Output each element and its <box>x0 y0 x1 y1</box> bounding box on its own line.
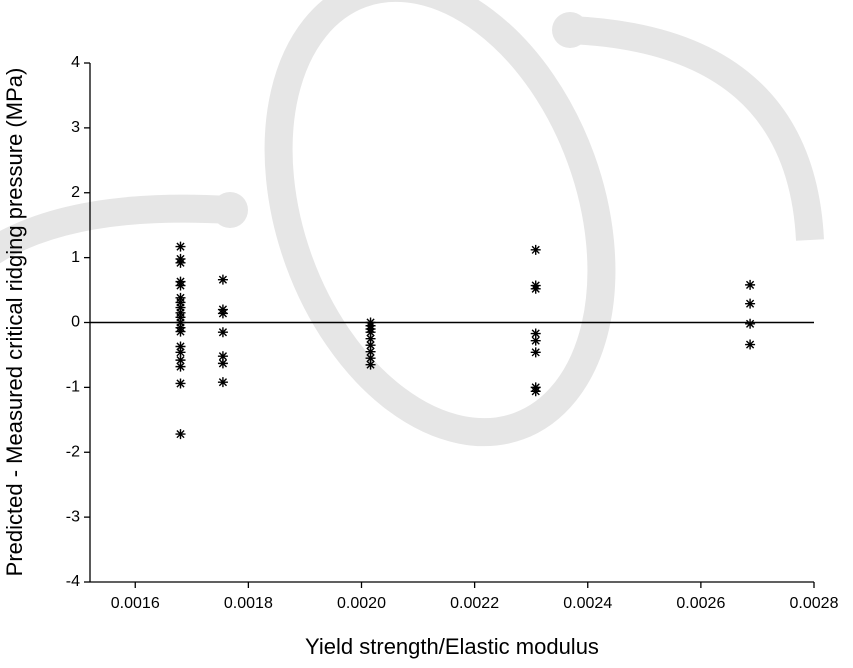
point <box>530 347 541 358</box>
y-tick-label: 1 <box>71 249 80 266</box>
watermark-dot <box>552 12 588 48</box>
y-tick-label: 2 <box>71 184 80 201</box>
point <box>175 280 186 291</box>
point <box>365 333 376 344</box>
point <box>217 351 228 362</box>
y-tick-label: 3 <box>71 119 80 136</box>
y-tick-label: -3 <box>66 508 80 525</box>
x-tick-label: 0.0020 <box>337 595 386 612</box>
x-tick-label: 0.0026 <box>676 595 725 612</box>
x-tick-label: 0.0024 <box>563 595 612 612</box>
point <box>175 302 186 313</box>
point <box>365 340 376 351</box>
point <box>217 358 228 369</box>
point <box>530 386 541 397</box>
point <box>530 335 541 346</box>
point <box>175 297 186 308</box>
point <box>530 283 541 294</box>
point <box>745 298 756 309</box>
x-tick-label: 0.0016 <box>111 595 160 612</box>
point <box>217 308 228 319</box>
y-tick-label: -2 <box>66 443 80 460</box>
point <box>175 317 186 328</box>
x-tick-label: 0.0018 <box>224 595 273 612</box>
point <box>175 355 186 366</box>
point <box>175 341 186 352</box>
point <box>530 244 541 255</box>
watermark-dot <box>212 192 248 228</box>
x-tick-label: 0.0028 <box>790 595 839 612</box>
point <box>175 257 186 268</box>
point <box>175 241 186 252</box>
point <box>530 328 541 339</box>
point <box>365 327 376 338</box>
y-tick-label: -4 <box>66 573 80 590</box>
point <box>217 327 228 338</box>
y-tick-label: 0 <box>71 314 80 331</box>
point <box>175 347 186 358</box>
point <box>217 274 228 285</box>
point <box>365 353 376 364</box>
point <box>365 346 376 357</box>
x-tick-label: 0.0022 <box>450 595 499 612</box>
point <box>175 378 186 389</box>
point <box>175 312 186 323</box>
y-axis-title: Predicted - Measured critical ridging pr… <box>2 68 27 577</box>
x-axis-title: Yield strength/Elastic modulus <box>305 634 599 659</box>
point <box>745 318 756 329</box>
point <box>175 361 186 372</box>
point <box>745 339 756 350</box>
point <box>175 429 186 440</box>
y-tick-label: -1 <box>66 379 80 396</box>
point <box>365 359 376 370</box>
point <box>175 326 186 337</box>
point <box>745 279 756 290</box>
point <box>217 377 228 388</box>
y-tick-label: 4 <box>71 54 80 71</box>
watermark <box>0 0 824 447</box>
